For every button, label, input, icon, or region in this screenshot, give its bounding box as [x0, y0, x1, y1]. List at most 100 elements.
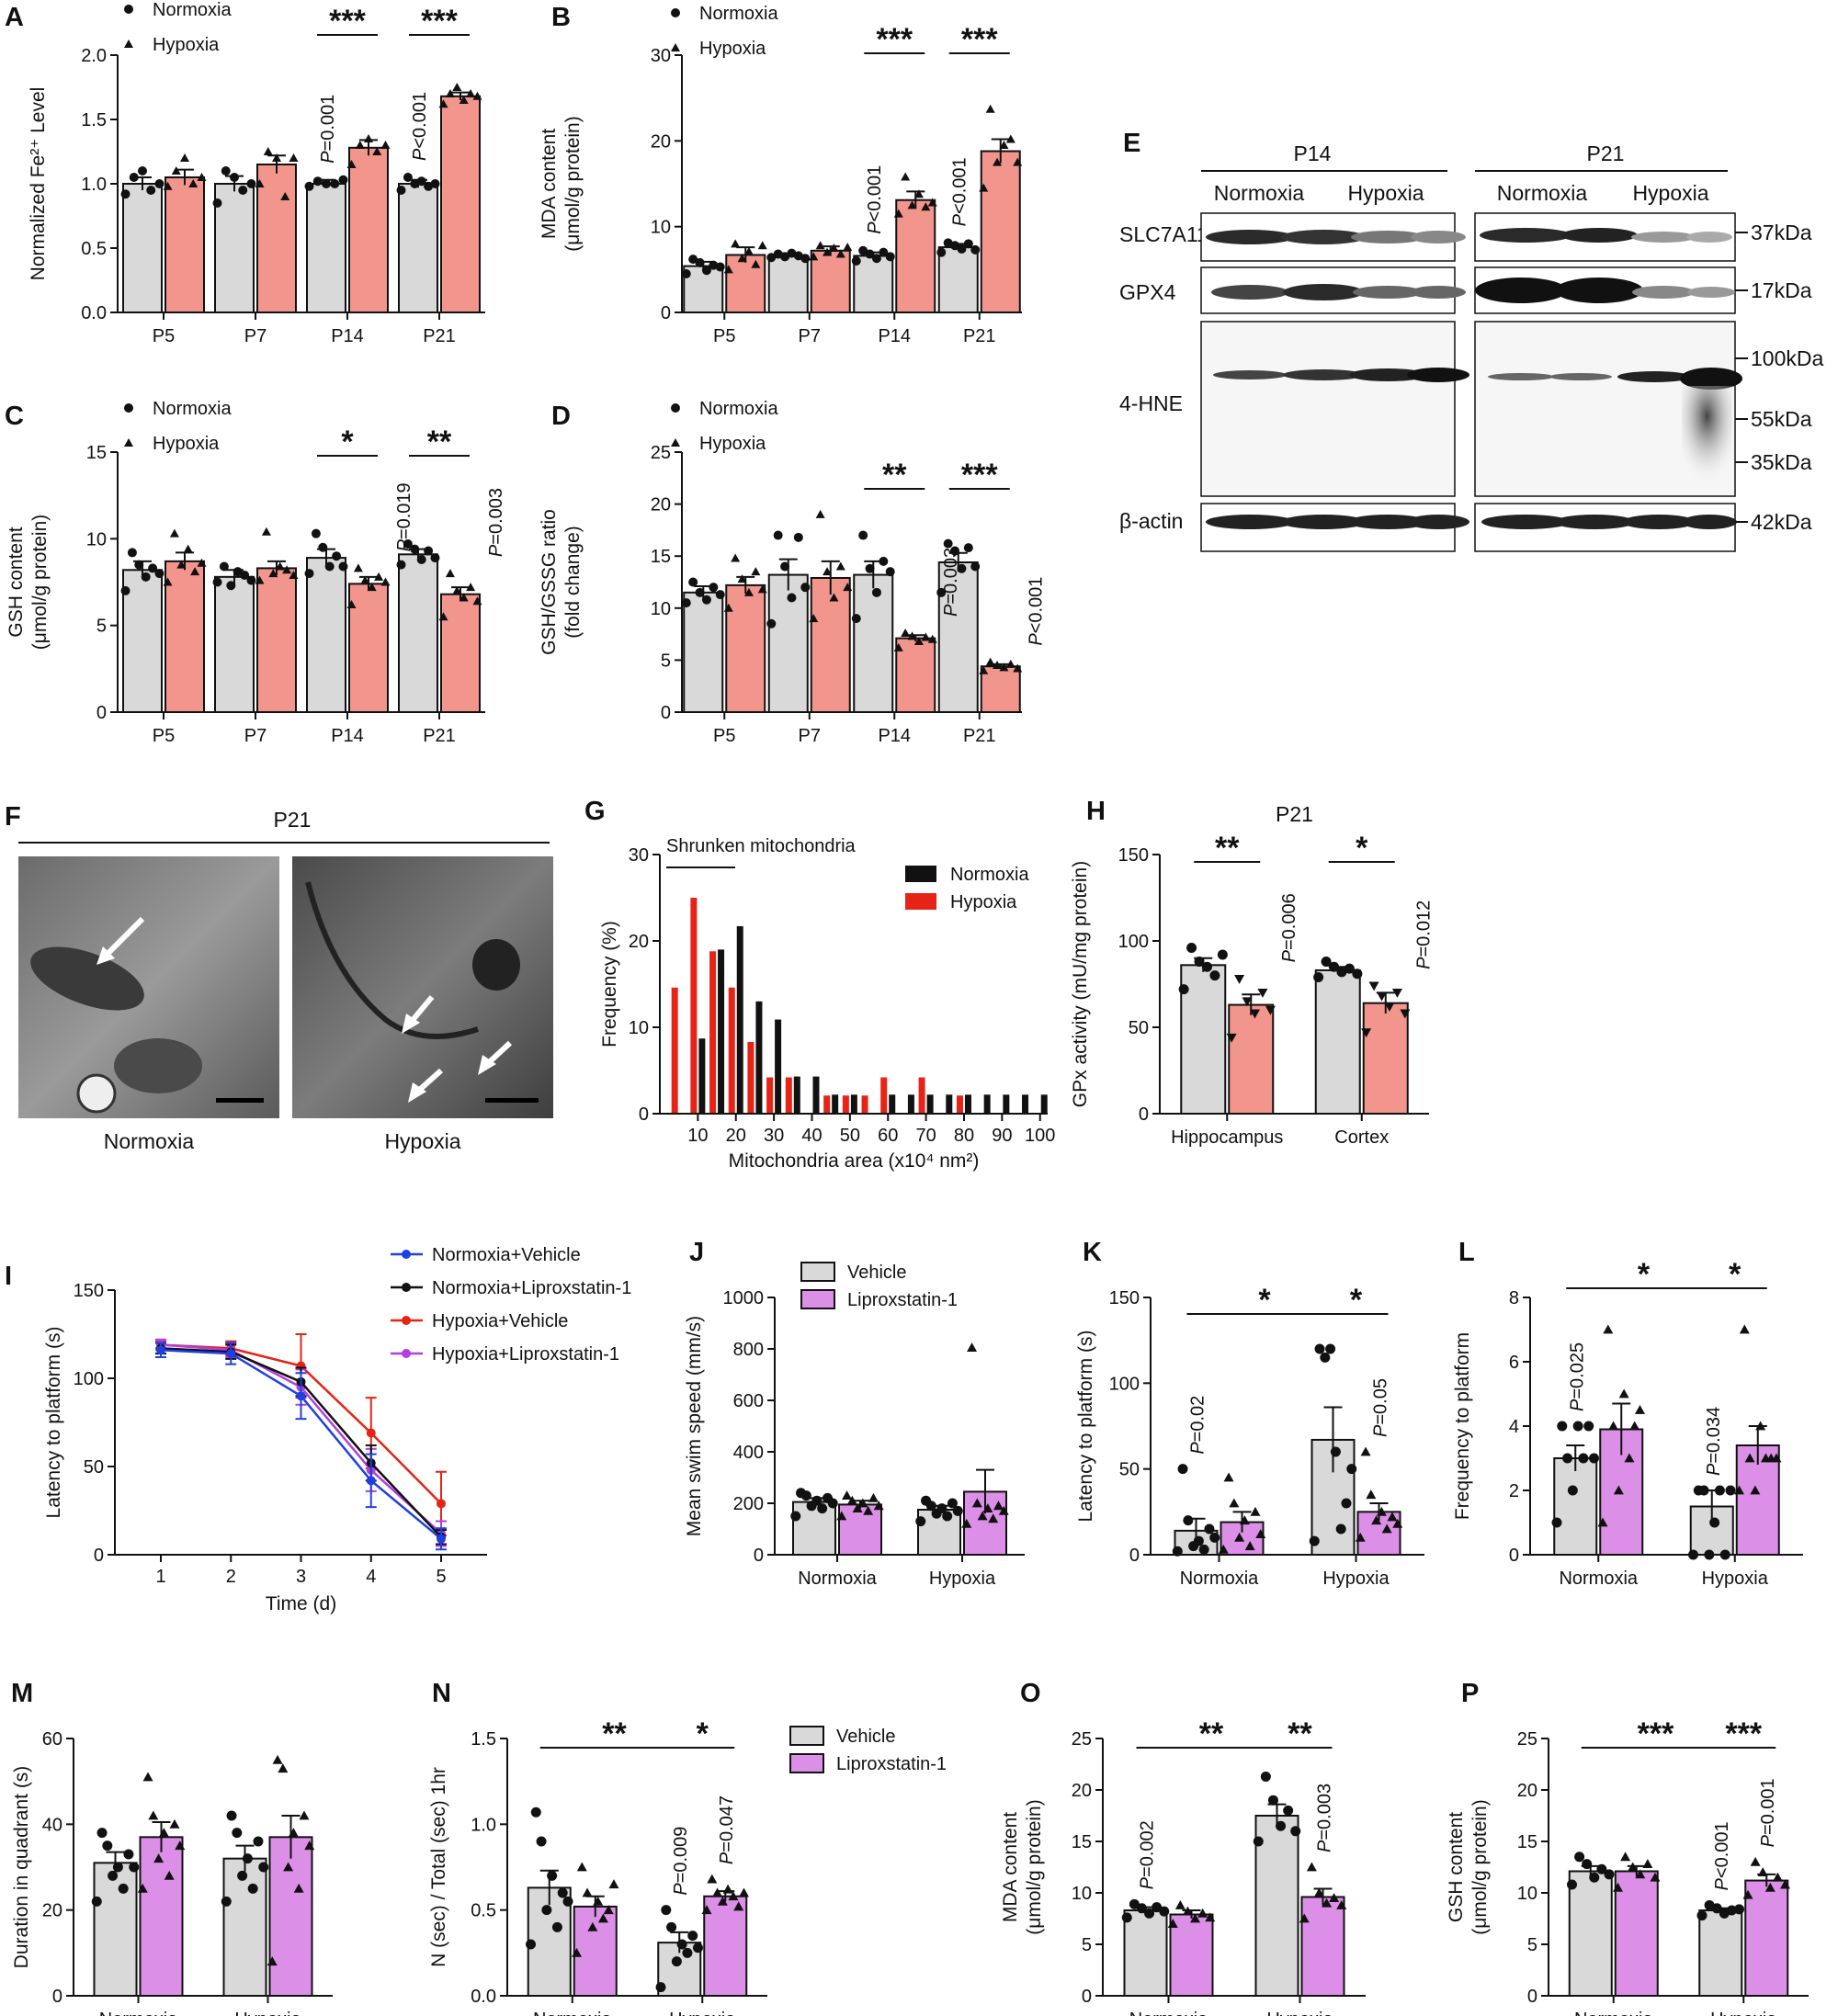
x-tick-label: P14: [878, 326, 911, 346]
legend-marker: [124, 438, 133, 447]
data-point: [1005, 134, 1015, 143]
legend-marker: [671, 403, 680, 413]
data-point: [1360, 1446, 1371, 1456]
data-point: [466, 583, 476, 592]
mitochondrion: [30, 946, 144, 1011]
data-point: [728, 1891, 739, 1901]
data-point: [261, 527, 271, 536]
data-point: [1335, 1523, 1346, 1535]
data-point: [842, 1490, 853, 1500]
x-tick-label: P5: [153, 326, 175, 346]
data-point: [1613, 1485, 1624, 1495]
blot-row-gpx4: GPX4: [1119, 280, 1176, 304]
data-point: [416, 554, 426, 564]
p-value-label: P<0.001: [865, 165, 885, 234]
y-tick-label: 150: [1109, 1288, 1140, 1308]
y-tick-label: 50: [84, 1457, 104, 1478]
data-point: [829, 593, 839, 602]
data-point: [701, 266, 711, 276]
y-axis-title: N (sec) / Total (sec) 1hr: [428, 1767, 449, 1967]
data-point: [169, 528, 179, 538]
data-point: [212, 577, 222, 587]
data-point: [282, 565, 292, 574]
histogram-bar: [698, 1038, 706, 1114]
data-point: [1779, 1879, 1790, 1889]
data-point: [692, 1942, 703, 1954]
data-point: [1204, 1523, 1215, 1535]
significance-stars: **: [602, 1716, 627, 1751]
blot-group-p21: P21: [1587, 142, 1625, 165]
data-point: [572, 1947, 583, 1957]
data-point: [1726, 1905, 1737, 1916]
data-point: [871, 254, 881, 264]
y-tick-label: 0: [661, 303, 671, 323]
band: [1680, 368, 1742, 390]
x-tick-label: Hypoxia: [929, 1569, 996, 1589]
data-point: [661, 1905, 672, 1916]
data-point: [681, 598, 691, 608]
data-point: [1355, 1532, 1366, 1542]
data-point: [296, 1391, 306, 1401]
data-point: [221, 1896, 232, 1907]
bar: [810, 249, 851, 313]
marker-55kda: 55kDa: [1751, 407, 1812, 431]
data-point: [731, 553, 741, 562]
data-point: [183, 544, 193, 553]
data-point: [158, 1828, 169, 1838]
blot-row-slc7a11: SLC7A11: [1119, 222, 1208, 246]
data-point: [1253, 1836, 1264, 1847]
data-point: [1178, 984, 1189, 995]
histogram-bar: [793, 1076, 800, 1114]
data-point: [1588, 1453, 1599, 1464]
histogram-bar: [1022, 1094, 1029, 1114]
p-value-label: P=0.019: [394, 482, 414, 551]
bar: [139, 1836, 184, 1998]
histogram-bar: [889, 1094, 896, 1114]
data-point: [1013, 157, 1023, 166]
data-point: [787, 593, 797, 603]
data-point: [1249, 1009, 1260, 1019]
bar: [810, 576, 851, 713]
data-point: [757, 241, 767, 250]
panel-label: P: [1461, 1679, 1479, 1708]
data-point: [1314, 1343, 1325, 1354]
histogram-bar: [671, 987, 678, 1114]
legend-label: Hypoxia: [950, 892, 1017, 912]
data-point: [197, 558, 207, 567]
data-point: [603, 1905, 614, 1915]
data-point: [993, 1501, 1004, 1511]
x-tick-label: P21: [963, 726, 996, 746]
data-point: [120, 585, 130, 595]
band-smear: [1682, 386, 1732, 487]
y-tick-label: 2.0: [81, 46, 107, 66]
x-axis-title: Time (d): [266, 1593, 336, 1614]
data-point: [717, 1896, 728, 1906]
y-tick-label: 10: [651, 218, 671, 238]
data-point: [999, 663, 1009, 672]
data-point: [722, 1884, 733, 1894]
data-point: [1341, 1498, 1352, 1509]
data-point: [367, 583, 377, 592]
x-tick-label: 60: [878, 1126, 898, 1146]
data-point: [278, 1763, 289, 1773]
significance-stars: ***: [876, 22, 913, 57]
data-point: [1144, 1908, 1155, 1919]
y-tick-label: 0: [94, 1546, 104, 1566]
band: [1481, 515, 1570, 529]
data-point: [1121, 1912, 1132, 1923]
data-point: [947, 1498, 958, 1509]
data-point: [731, 239, 741, 248]
significance-stars: ***: [421, 4, 458, 39]
arrow-icon: [408, 1082, 426, 1103]
data-point: [1313, 971, 1324, 982]
band: [1349, 368, 1426, 381]
histogram-bar: [842, 1095, 849, 1114]
data-point: [681, 269, 691, 278]
data-point: [1583, 1421, 1594, 1432]
significance-stars: *: [1638, 1257, 1651, 1292]
data-point: [1714, 1485, 1725, 1496]
bar: [1553, 1457, 1598, 1556]
panel-A-fe-level: P5 P7 P14 P21 0.0 0.5 1.0 1.5 2.0 Normalized Fe²⁺…: [5, 0, 485, 346]
data-point: [1613, 1882, 1624, 1892]
y-tick-label: 15: [1517, 1832, 1537, 1852]
